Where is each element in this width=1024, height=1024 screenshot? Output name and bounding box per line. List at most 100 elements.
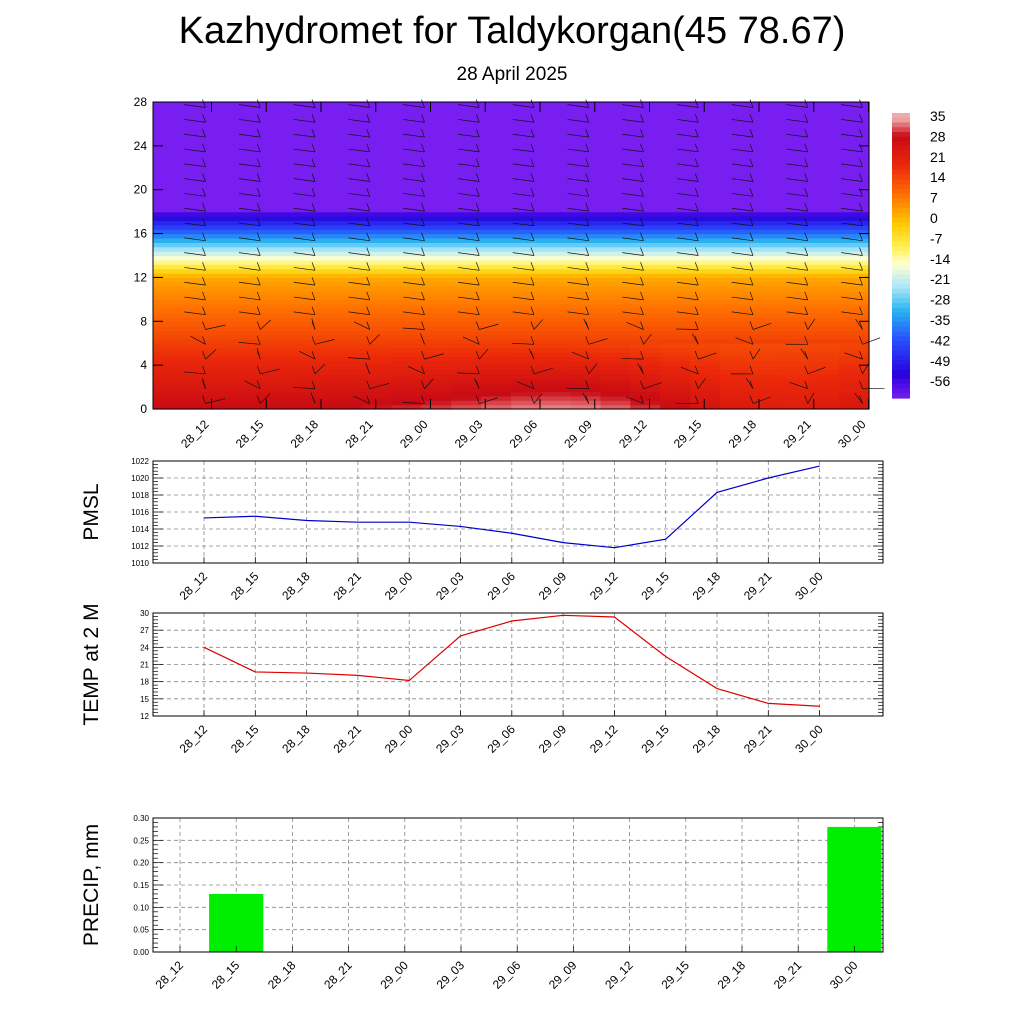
wind-barb <box>403 281 425 286</box>
wind-barb <box>786 237 808 242</box>
axis-title: PMSL <box>80 483 103 540</box>
heatmap-cell <box>511 334 542 340</box>
wind-barb <box>238 267 261 271</box>
wind-barb-flag <box>475 321 480 330</box>
heatmap-cell <box>719 365 751 371</box>
wind-barb <box>567 222 589 227</box>
wind-barb <box>293 222 316 227</box>
heatmap-cell <box>153 347 184 353</box>
wind-barb <box>622 207 644 212</box>
x-tick-label: 29_12 <box>616 417 650 451</box>
wind-barb <box>588 338 608 345</box>
wind-barb-flag <box>366 380 371 389</box>
wind-barb-flag <box>585 262 590 271</box>
x-tick-label: 29_21 <box>741 569 775 603</box>
wind-barb-flag <box>640 188 644 197</box>
wind-barb <box>807 392 815 404</box>
colorbar-segment <box>892 293 910 299</box>
x-tick-label: 30_00 <box>792 722 826 756</box>
heatmap-cell <box>153 277 870 283</box>
wind-barb <box>293 119 316 123</box>
heatmap-cell <box>421 360 452 366</box>
heatmap-cell <box>690 373 721 379</box>
heatmap-cell <box>391 343 423 349</box>
heatmap-cell <box>540 365 572 371</box>
heatmap-cell <box>451 382 482 388</box>
wind-barb-flag <box>749 173 754 182</box>
heatmap-cell <box>570 356 602 362</box>
heatmap-cell <box>332 382 363 388</box>
wind-barb <box>512 207 535 212</box>
x-tick-label: 29_06 <box>490 958 524 992</box>
heatmap-cell <box>839 360 870 366</box>
wind-barb <box>622 119 644 123</box>
wind-barb-flag <box>366 321 371 330</box>
wind-barb <box>403 163 425 168</box>
wind-barb-flag <box>530 247 535 256</box>
heatmap-cell <box>302 400 333 406</box>
wind-barb-flag <box>859 291 863 301</box>
wind-barb-flag <box>256 321 261 330</box>
wind-barb-flag <box>475 365 480 375</box>
heatmap-cell <box>153 259 870 265</box>
wind-barb <box>238 207 261 212</box>
wind-barb-flag <box>475 306 480 315</box>
wind-barb-flag <box>694 247 699 256</box>
wind-barb-flag <box>585 380 590 389</box>
heatmap-cell <box>540 387 572 393</box>
colorbar-segment <box>892 355 910 361</box>
heatmap-cell <box>540 356 572 362</box>
heatmap-cell <box>302 378 333 384</box>
axis-title: TEMP at 2 M <box>80 603 103 725</box>
wind-barb-flag <box>202 380 206 389</box>
wind-barb <box>512 296 535 301</box>
wind-barb-flag <box>311 365 316 375</box>
colorbar-label: 21 <box>930 149 946 165</box>
heatmap-cell <box>332 378 363 384</box>
heatmap-cell <box>660 338 691 344</box>
y-tick-label: 0.15 <box>133 881 149 890</box>
x-tick-label: 29_21 <box>741 722 775 756</box>
wind-barb-flag <box>475 158 480 167</box>
y-tick-label: 21 <box>140 661 149 670</box>
heatmap-cell <box>690 391 721 397</box>
colorbar-label: 35 <box>930 108 946 124</box>
x-tick-label: 29_18 <box>726 417 760 451</box>
panel-frame <box>152 460 884 564</box>
colorbar-segment <box>892 369 910 375</box>
colorbar-label: -35 <box>930 312 950 328</box>
heatmap-cell <box>242 330 273 336</box>
wind-barb-flag <box>859 247 863 256</box>
wind-barb-flag <box>804 276 809 286</box>
wind-barb-flag <box>475 128 480 138</box>
heatmap-cell <box>153 308 870 314</box>
wind-barb-flag <box>256 247 261 256</box>
wind-barb-flag <box>256 306 261 315</box>
colorbar-segment <box>892 288 910 295</box>
heatmap-cell <box>719 373 751 379</box>
colorbar-label: -21 <box>930 271 950 287</box>
wind-barb <box>567 133 589 138</box>
heatmap-cell <box>153 321 870 327</box>
x-tick-label: 29_15 <box>638 722 672 756</box>
y-tick-label: 1016 <box>131 508 149 517</box>
wind-barb <box>731 104 754 108</box>
wind-barb-flag <box>475 143 480 153</box>
colorbar-segment <box>892 307 910 314</box>
heatmap-cell <box>212 356 244 362</box>
wind-barb <box>676 267 699 271</box>
heatmap-cell <box>212 373 244 379</box>
heatmap-cell <box>749 338 781 344</box>
colorbar-segment <box>892 212 910 219</box>
colorbar-segment <box>892 274 910 280</box>
wind-barb <box>512 163 535 168</box>
wind-barb-flag <box>421 291 425 301</box>
heatmap-cell <box>630 365 661 371</box>
wind-barb-flag <box>804 158 809 167</box>
x-tick-label: 29_03 <box>433 569 467 603</box>
heatmap-cell <box>153 338 184 344</box>
wind-barb <box>184 163 206 168</box>
wind-barb-flag <box>640 306 644 315</box>
heatmap-cell <box>153 167 870 173</box>
wind-barb-flag <box>859 262 863 271</box>
